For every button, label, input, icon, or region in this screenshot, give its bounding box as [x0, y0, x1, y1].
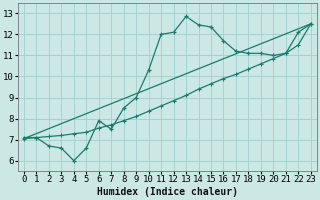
X-axis label: Humidex (Indice chaleur): Humidex (Indice chaleur)	[97, 187, 238, 197]
